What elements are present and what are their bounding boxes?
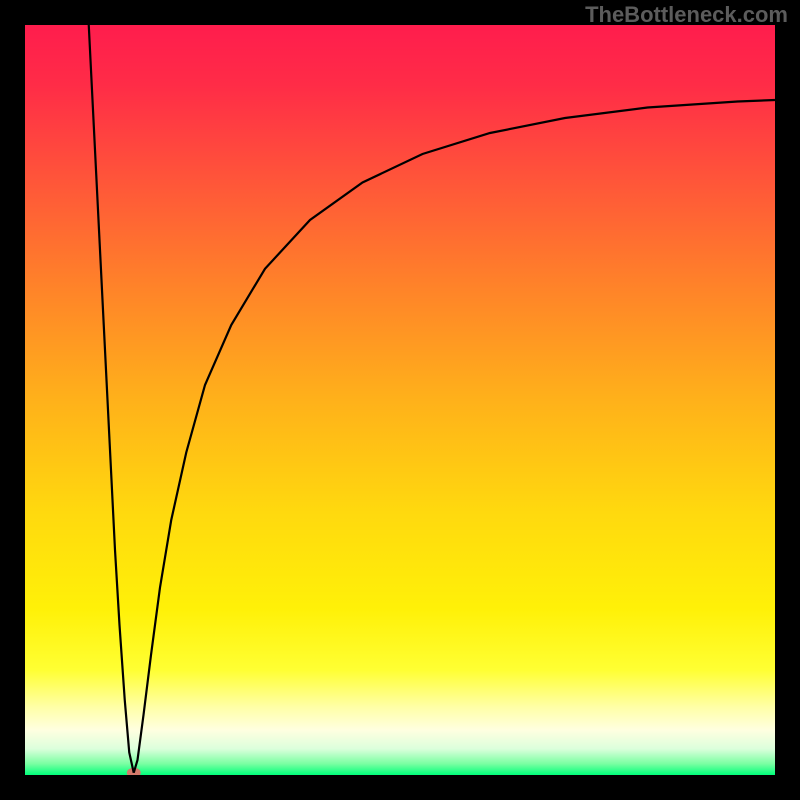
- watermark-label: TheBottleneck.com: [585, 2, 788, 28]
- chart-frame: TheBottleneck.com: [0, 0, 800, 800]
- chart-svg: [25, 25, 775, 775]
- plot-area: [25, 25, 775, 775]
- gradient-background: [25, 25, 775, 775]
